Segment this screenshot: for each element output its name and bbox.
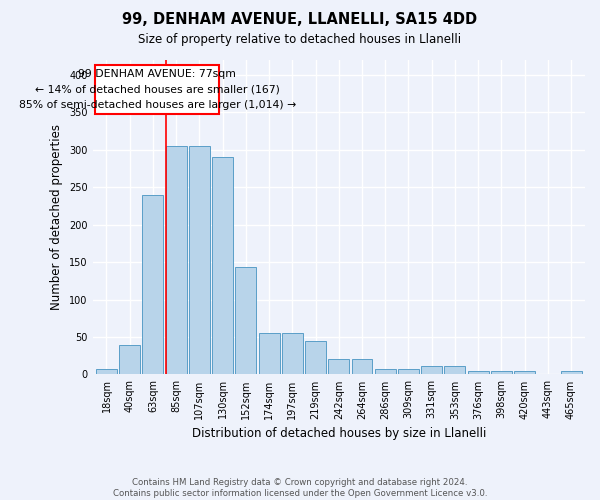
Bar [421,366,442,374]
Bar [235,268,256,374]
Bar [398,369,419,374]
Bar [560,370,581,374]
Text: Contains HM Land Registry data © Crown copyright and database right 2024.
Contai: Contains HM Land Registry data © Crown c… [113,478,487,498]
Bar [119,345,140,374]
Bar [189,146,210,374]
Bar [467,370,488,374]
Bar [305,340,326,374]
Bar [491,370,512,374]
FancyBboxPatch shape [95,65,219,114]
Bar [96,369,117,374]
Bar [282,334,303,374]
Bar [514,372,535,374]
X-axis label: Distribution of detached houses by size in Llanelli: Distribution of detached houses by size … [191,427,486,440]
Bar [352,360,373,374]
Text: Size of property relative to detached houses in Llanelli: Size of property relative to detached ho… [139,32,461,46]
Text: 99, DENHAM AVENUE, LLANELLI, SA15 4DD: 99, DENHAM AVENUE, LLANELLI, SA15 4DD [122,12,478,28]
Y-axis label: Number of detached properties: Number of detached properties [50,124,64,310]
Bar [375,369,395,374]
Bar [328,360,349,374]
Bar [259,334,280,374]
Bar [142,195,163,374]
Text: 99 DENHAM AVENUE: 77sqm
← 14% of detached houses are smaller (167)
85% of semi-d: 99 DENHAM AVENUE: 77sqm ← 14% of detache… [19,69,296,110]
Bar [212,158,233,374]
Bar [445,366,466,374]
Bar [166,146,187,374]
